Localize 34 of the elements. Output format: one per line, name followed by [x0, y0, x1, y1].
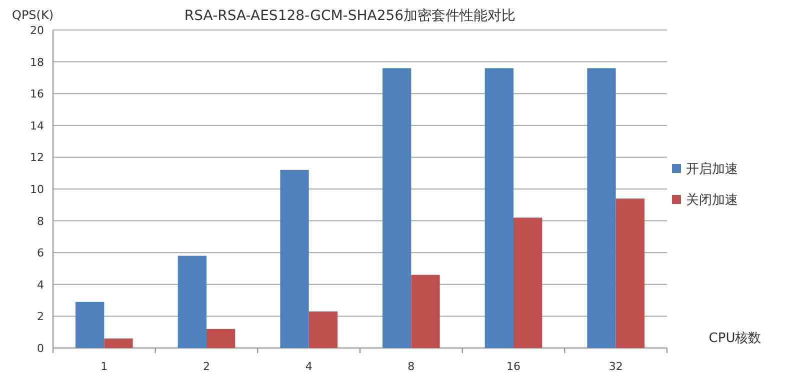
bar [104, 338, 133, 348]
x-tick-label: 32 [608, 360, 623, 373]
bar [587, 68, 616, 348]
y-tick-label: 2 [37, 310, 44, 324]
x-tick-label: 1 [100, 360, 108, 373]
y-tick-label: 20 [30, 24, 44, 37]
bar [616, 198, 644, 348]
y-tick-label: 14 [30, 119, 44, 132]
x-tick-label: 4 [305, 360, 312, 373]
y-axis-title: QPS(K) [12, 8, 54, 22]
bar [411, 274, 440, 348]
y-tick-label: 10 [30, 183, 44, 196]
bar [178, 256, 206, 348]
legend-label: 开启加速 [686, 161, 738, 177]
bar [206, 328, 236, 348]
y-tick-label: 6 [37, 246, 44, 260]
legend-label: 关闭加速 [686, 193, 738, 208]
x-tick-label: 16 [506, 360, 520, 373]
x-tick-label: 8 [408, 360, 415, 373]
y-tick-label: 0 [37, 342, 44, 355]
y-tick-label: 12 [30, 151, 44, 164]
x-axis-title: CPU核数 [708, 331, 762, 346]
bar [382, 68, 412, 348]
bar [308, 311, 338, 348]
y-tick-label: 4 [37, 278, 44, 292]
chart-title: RSA-RSA-AES128-GCM-SHA256加密套件性能对比 [184, 8, 516, 24]
x-tick-label: 2 [203, 360, 210, 373]
y-tick-label: 16 [30, 88, 44, 101]
bar [514, 218, 542, 348]
y-tick-label: 8 [37, 214, 44, 228]
bar [280, 170, 309, 348]
y-tick-label: 18 [30, 56, 44, 69]
bar [76, 302, 104, 348]
bar [484, 68, 514, 348]
